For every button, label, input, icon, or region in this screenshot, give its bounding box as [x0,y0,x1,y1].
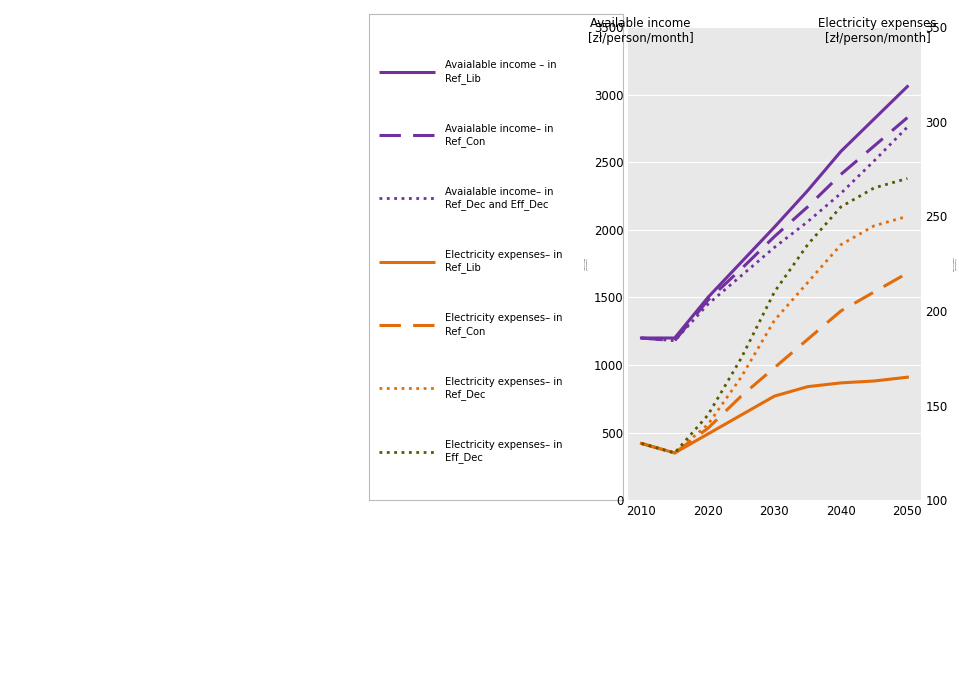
Text: Electricity expenses– in
Ref_Dec: Electricity expenses– in Ref_Dec [445,377,563,400]
Text: Avaialable income– in
Ref_Con: Avaialable income– in Ref_Con [445,124,554,147]
Text: Avaialable income– in
Ref_Dec and Eff_Dec: Avaialable income– in Ref_Dec and Eff_De… [445,187,554,210]
Text: Available income
[zł/person/month]: Available income [zł/person/month] [588,17,693,45]
Text: Electricity expenses– in
Ref_Lib: Electricity expenses– in Ref_Lib [445,250,563,273]
Y-axis label: Available income
[zł/person/month]: Available income [zł/person/month] [585,258,588,270]
Y-axis label: Electricity expenses
[zł/person/month]: Electricity expenses [zł/person/month] [953,257,957,270]
Text: Electricity expenses– in
Ref_Con: Electricity expenses– in Ref_Con [445,314,563,337]
Text: Avaialable income – in
Ref_Lib: Avaialable income – in Ref_Lib [445,60,557,84]
Text: Electricity expenses– in
Eff_Dec: Electricity expenses– in Eff_Dec [445,440,563,463]
Text: Electricity expenses
[zł/person/month]: Electricity expenses [zł/person/month] [818,17,937,45]
